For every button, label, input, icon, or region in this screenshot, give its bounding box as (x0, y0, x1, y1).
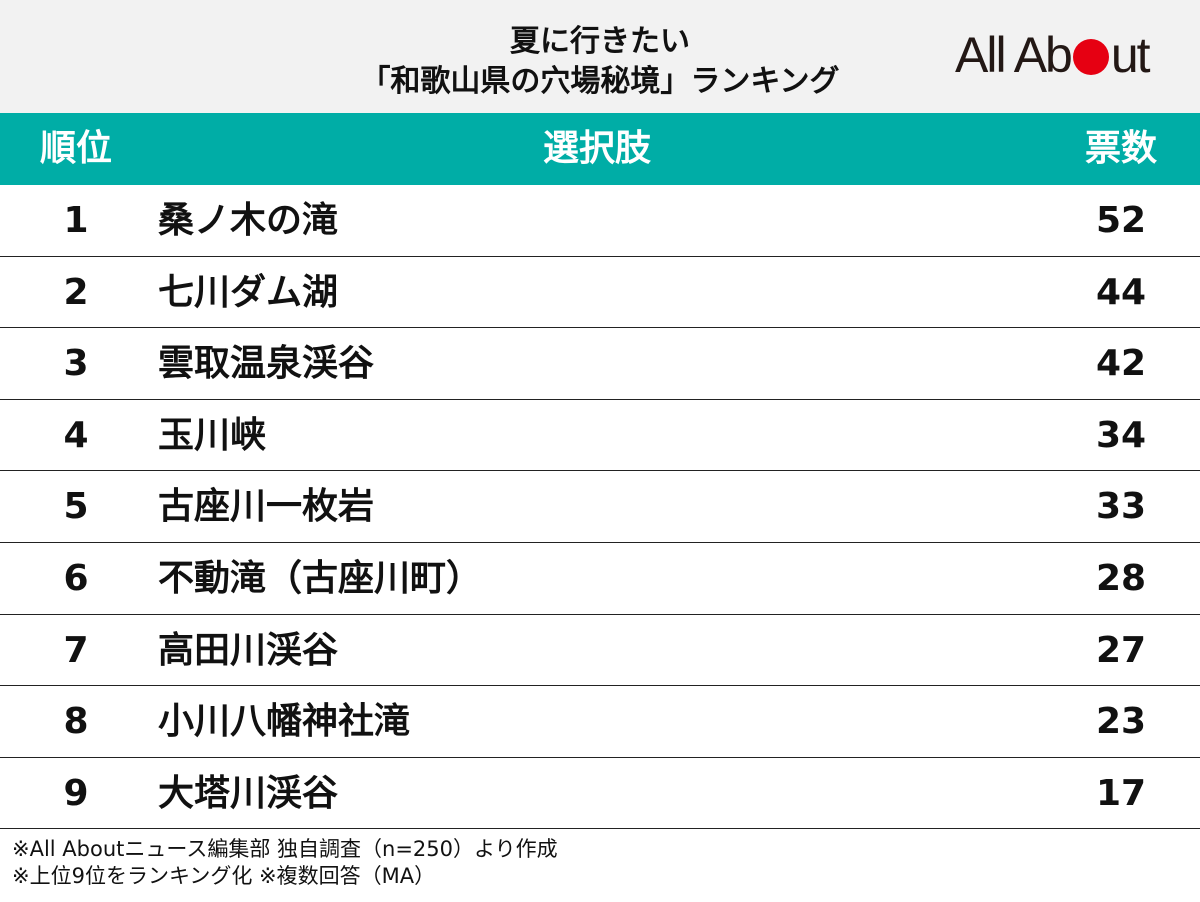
choice-cell: 古座川一枚岩 (158, 486, 375, 528)
choice-cell: 七川ダム湖 (158, 271, 339, 313)
header: 夏に行きたい 「和歌山県の穴場秘境」ランキング All Ab ut (0, 0, 1200, 113)
table-header: 順位 選択肢 票数 (0, 113, 1200, 185)
choice-cell: 小川八幡神社滝 (158, 701, 411, 743)
rank-cell: 1 (63, 200, 89, 241)
rank-cell: 7 (63, 629, 89, 671)
rank-cell: 3 (63, 343, 89, 385)
title-line-2: 「和歌山県の穴場秘境」ランキング (360, 64, 840, 99)
table-row: 2 七川ダム湖 44 (0, 257, 1200, 329)
header-choice: 選択肢 (542, 128, 651, 169)
votes-cell: 42 (1095, 343, 1147, 385)
rank-cell: 9 (63, 772, 89, 814)
page-title: 夏に行きたい 「和歌山県の穴場秘境」ランキング (300, 22, 900, 102)
choice-cell: 雲取温泉渓谷 (158, 343, 375, 385)
votes-cell: 17 (1095, 772, 1147, 814)
votes-cell: 23 (1095, 701, 1147, 743)
table-row: 7 高田川渓谷 27 (0, 615, 1200, 687)
footnote-method: ※上位9位をランキング化 ※複数回答（MA） (12, 864, 436, 888)
votes-cell: 34 (1095, 414, 1147, 456)
logo-red-dot-icon (1072, 39, 1109, 75)
rank-cell: 4 (63, 414, 89, 456)
votes-cell: 44 (1095, 271, 1147, 313)
rank-cell: 6 (63, 557, 89, 599)
logo-text-after: ut (1110, 27, 1151, 83)
votes-cell: 28 (1095, 557, 1147, 599)
table-row: 5 古座川一枚岩 33 (0, 471, 1200, 543)
title-line-1: 夏に行きたい (510, 24, 690, 59)
footnote-source: ※All Aboutニュース編集部 独自調査（n=250）より作成 (12, 837, 558, 861)
table-row: 8 小川八幡神社滝 23 (0, 686, 1200, 758)
choice-cell: 不動滝（古座川町） (158, 557, 483, 599)
header-rank: 順位 (39, 128, 112, 169)
rank-cell: 8 (63, 701, 89, 743)
votes-cell: 52 (1095, 200, 1147, 241)
choice-cell: 玉川峡 (158, 414, 267, 456)
table-row: 4 玉川峡 34 (0, 400, 1200, 472)
rank-cell: 2 (63, 271, 89, 313)
rank-cell: 5 (63, 486, 89, 528)
ranking-table-body: 1 桑ノ木の滝 52 2 七川ダム湖 44 3 雲取温泉渓谷 42 4 玉川峡 … (0, 185, 1200, 830)
footnotes: ※All Aboutニュース編集部 独自調査（n=250）より作成 ※上位9位を… (12, 836, 558, 890)
choice-cell: 桑ノ木の滝 (158, 200, 339, 241)
logo-text-before: All Ab (955, 27, 1073, 83)
choice-cell: 大塔川渓谷 (158, 772, 339, 814)
allabout-logo: All Ab ut (955, 27, 1151, 83)
table-row: 9 大塔川渓谷 17 (0, 758, 1200, 830)
choice-cell: 高田川渓谷 (158, 629, 339, 671)
table-row: 1 桑ノ木の滝 52 (0, 185, 1200, 257)
votes-cell: 33 (1095, 486, 1147, 528)
table-row: 6 不動滝（古座川町） 28 (0, 543, 1200, 615)
votes-cell: 27 (1095, 629, 1147, 671)
header-votes: 票数 (1084, 128, 1157, 169)
table-row: 3 雲取温泉渓谷 42 (0, 328, 1200, 400)
